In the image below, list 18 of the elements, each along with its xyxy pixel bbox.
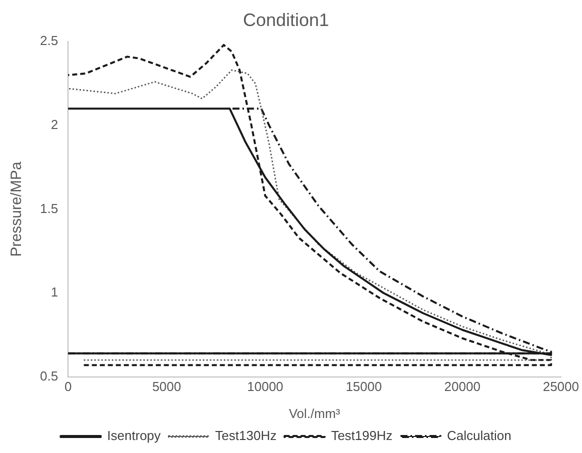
y-tick-label: 1.5 xyxy=(40,200,58,216)
x-tick-label: 5000 xyxy=(152,379,182,394)
x-axis-title: Vol./mm³ xyxy=(288,406,341,421)
legend-label: Calculation xyxy=(447,428,512,444)
y-tick-label: 2.5 xyxy=(40,33,58,48)
chart-title: Condition1 xyxy=(242,10,330,30)
x-tick-label: 10000 xyxy=(247,379,284,394)
legend-label: Test199Hz xyxy=(331,428,392,444)
x-tick-label: 15000 xyxy=(346,379,382,394)
x-tick-label: 20000 xyxy=(444,379,480,394)
y-tick-label: 2 xyxy=(50,116,58,132)
x-tick-label: 0 xyxy=(64,379,72,394)
y-tick-label: 0.5 xyxy=(40,368,58,384)
x-tick-label: 25000 xyxy=(542,379,580,394)
legend-label: Isentropy xyxy=(107,428,162,444)
legend-label: Test130Hz xyxy=(215,428,277,444)
y-axis-title: Pressure/MPa xyxy=(8,161,26,257)
y-tick-label: 1 xyxy=(50,284,58,300)
